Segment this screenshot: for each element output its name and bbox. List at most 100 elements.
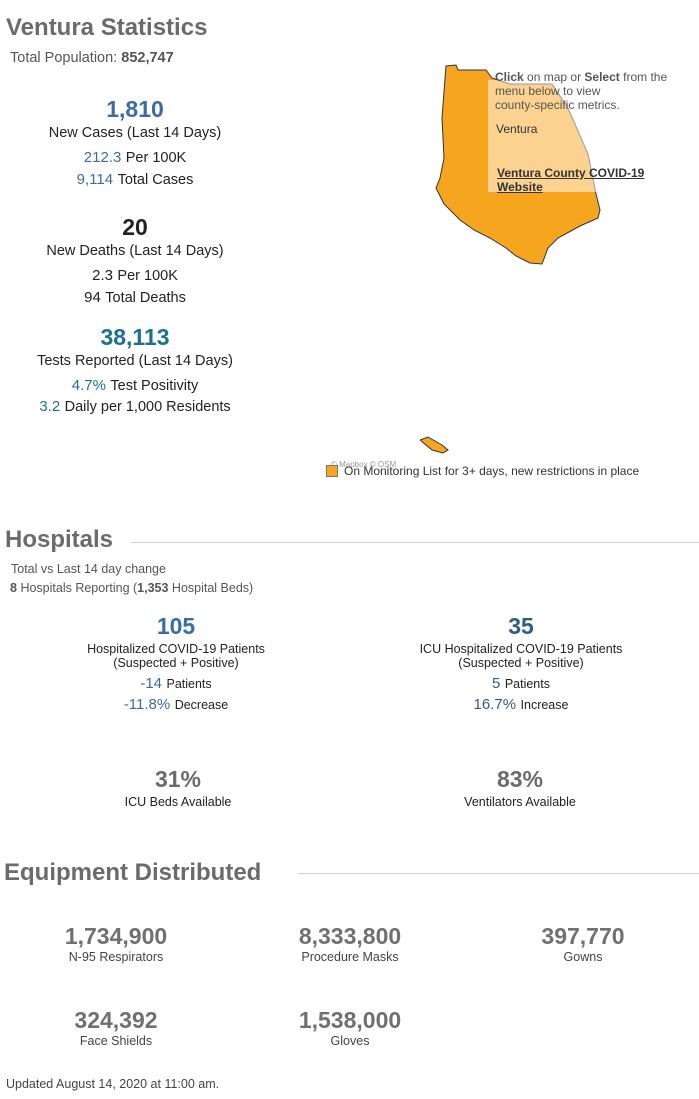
population-label: Total Population:	[10, 50, 118, 66]
icu-pct-value: 16.7%	[473, 696, 517, 713]
hospitalized-value: 105	[156, 613, 196, 639]
hospitals-reporting-text: Hospitals Reporting (	[20, 581, 138, 595]
equipment-label: Procedure Masks	[301, 950, 399, 964]
select-word: Select	[584, 70, 620, 84]
icu-label2: (Suspected + Positive)	[458, 656, 584, 670]
icu-label1: ICU Hospitalized COVID-19 Patients	[419, 642, 623, 656]
map-attribution: © Mapbox © OSM	[331, 460, 397, 469]
icu-value: 35	[508, 613, 534, 639]
deaths-per100k-value: 2.3	[92, 267, 113, 284]
hospitalized-change: -14 Patients	[46, 675, 306, 693]
test-positivity: 4.7% Test Positivity	[20, 377, 250, 395]
ventilators-block: 83% Ventilators Available	[420, 766, 620, 809]
hospitals-subtitle: Total vs Last 14 day change	[11, 562, 166, 576]
total-cases-value: 9,114	[76, 171, 114, 188]
hospitals-title: Hospitals	[5, 526, 114, 553]
icu-pct: 16.7% Increase	[391, 696, 651, 714]
island-shape[interactable]	[420, 436, 449, 454]
hospitalized-pct-label: Decrease	[174, 698, 229, 712]
icu-beds-block: 31% ICU Beds Available	[78, 766, 278, 809]
population-line: Total Population: 852,747	[10, 50, 174, 66]
equipment-title: Equipment Distributed	[4, 859, 262, 886]
cases-block: 1,810 New Cases (Last 14 Days) 212.3 Per…	[20, 96, 250, 189]
cases-per100k-label: Per 100K	[125, 150, 187, 166]
equipment-item: 1,538,000 Gloves	[270, 1007, 430, 1048]
total-cases-label: Total Cases	[117, 172, 194, 188]
tests-block: 38,113 Tests Reported (Last 14 Days) 4.7…	[20, 324, 250, 416]
deaths-block: 20 New Deaths (Last 14 Days) 2.3 Per 100…	[20, 214, 250, 307]
equipment-value: 1,538,000	[298, 1007, 402, 1033]
equipment-value: 397,770	[541, 923, 625, 949]
legend-label: On Monitoring List for 3+ days, new rest…	[344, 464, 640, 478]
new-cases-label: New Cases (Last 14 Days)	[48, 125, 222, 141]
equipment-value: 1,734,900	[64, 923, 168, 949]
new-cases-value: 1,810	[106, 96, 164, 122]
deaths-per100k: 2.3 Per 100K	[20, 267, 250, 285]
hospitalized-pct-value: -11.8%	[123, 696, 171, 713]
map-instructions: Click on map or Select from the menu bel…	[495, 70, 695, 112]
tests-daily-label: Daily per 1,000 Residents	[64, 399, 231, 415]
equipment-value: 324,392	[74, 1007, 158, 1033]
tests-label: Tests Reported (Last 14 Days)	[37, 353, 233, 369]
icu-beds-value: 31%	[154, 766, 202, 792]
icu-beds-label: ICU Beds Available	[124, 795, 232, 809]
equipment-item: 1,734,900 N-95 Respirators	[36, 923, 196, 964]
instruction-mid: on map or	[527, 70, 582, 84]
cases-per100k: 212.3 Per 100K	[20, 149, 250, 167]
equipment-label: Gowns	[563, 950, 603, 964]
total-deaths-label: Total Deaths	[105, 290, 186, 306]
icu-change-label: Patients	[504, 677, 550, 691]
hospitalized-label2: (Suspected + Positive)	[113, 656, 239, 670]
tests-daily: 3.2 Daily per 1,000 Residents	[20, 398, 250, 416]
instruction-rest2: menu below to view	[495, 84, 601, 98]
equipment-label: N-95 Respirators	[68, 950, 164, 964]
population-value: 852,747	[121, 50, 174, 66]
tooltip-highlight	[488, 80, 630, 192]
test-positivity-label: Test Positivity	[110, 378, 199, 394]
deaths-per100k-label: Per 100K	[117, 268, 178, 284]
hospitalized-change-value: -14	[140, 675, 163, 692]
cases-per100k-value: 212.3	[83, 149, 122, 166]
icu-block: 35 ICU Hospitalized COVID-19 Patients (S…	[391, 613, 651, 714]
deaths-total: 94 Total Deaths	[20, 289, 250, 307]
icu-change-value: 5	[492, 675, 501, 692]
click-word: Click	[495, 70, 524, 84]
icu-change: 5 Patients	[391, 675, 651, 693]
legend-swatch	[326, 465, 338, 477]
total-deaths-value: 94	[84, 289, 101, 306]
instruction-rest3: county-specific metrics.	[495, 98, 620, 112]
updated-timestamp: Updated August 14, 2020 at 11:00 am.	[6, 1077, 220, 1091]
equipment-label: Gloves	[330, 1034, 370, 1048]
tests-value: 38,113	[100, 324, 170, 350]
instruction-rest1: from the	[623, 70, 668, 84]
hospitalized-change-label: Patients	[166, 677, 212, 691]
county-label: Ventura	[496, 122, 538, 136]
page-title: Ventura Statistics	[6, 14, 208, 41]
county-website-line2: Website	[497, 180, 543, 194]
ventilators-value: 83%	[496, 766, 544, 792]
equipment-item: 8,333,800 Procedure Masks	[270, 923, 430, 964]
hospitalized-block: 105 Hospitalized COVID-19 Patients (Susp…	[46, 613, 306, 714]
hospitalized-label1: Hospitalized COVID-19 Patients	[87, 642, 265, 656]
icu-pct-label: Increase	[520, 698, 569, 712]
test-positivity-value: 4.7%	[71, 377, 106, 394]
equipment-label: Face Shields	[79, 1034, 153, 1048]
county-website-line1: Ventura County COVID-19	[497, 166, 645, 180]
hospitalized-pct: -11.8% Decrease	[46, 696, 306, 714]
equipment-item: 397,770 Gowns	[503, 923, 663, 964]
cases-total: 9,114 Total Cases	[20, 171, 250, 189]
new-deaths-value: 20	[122, 214, 148, 240]
equipment-divider	[298, 873, 699, 874]
equipment-value: 8,333,800	[298, 923, 402, 949]
new-deaths-label: New Deaths (Last 14 Days)	[46, 243, 224, 259]
hospitals-reporting: 8 Hospitals Reporting (1,353 Hospital Be…	[10, 581, 253, 595]
hospitals-count: 8	[10, 581, 17, 595]
ventilators-label: Ventilators Available	[464, 795, 576, 809]
hospital-beds-text: Hospital Beds)	[171, 581, 254, 595]
hospitals-divider	[131, 542, 699, 543]
hospital-beds-value: 1,353	[137, 581, 169, 595]
equipment-item: 324,392 Face Shields	[36, 1007, 196, 1048]
tests-daily-value: 3.2	[39, 398, 61, 415]
county-map[interactable]	[420, 58, 699, 478]
county-website-link[interactable]: Ventura County COVID-19 Website	[497, 166, 644, 194]
